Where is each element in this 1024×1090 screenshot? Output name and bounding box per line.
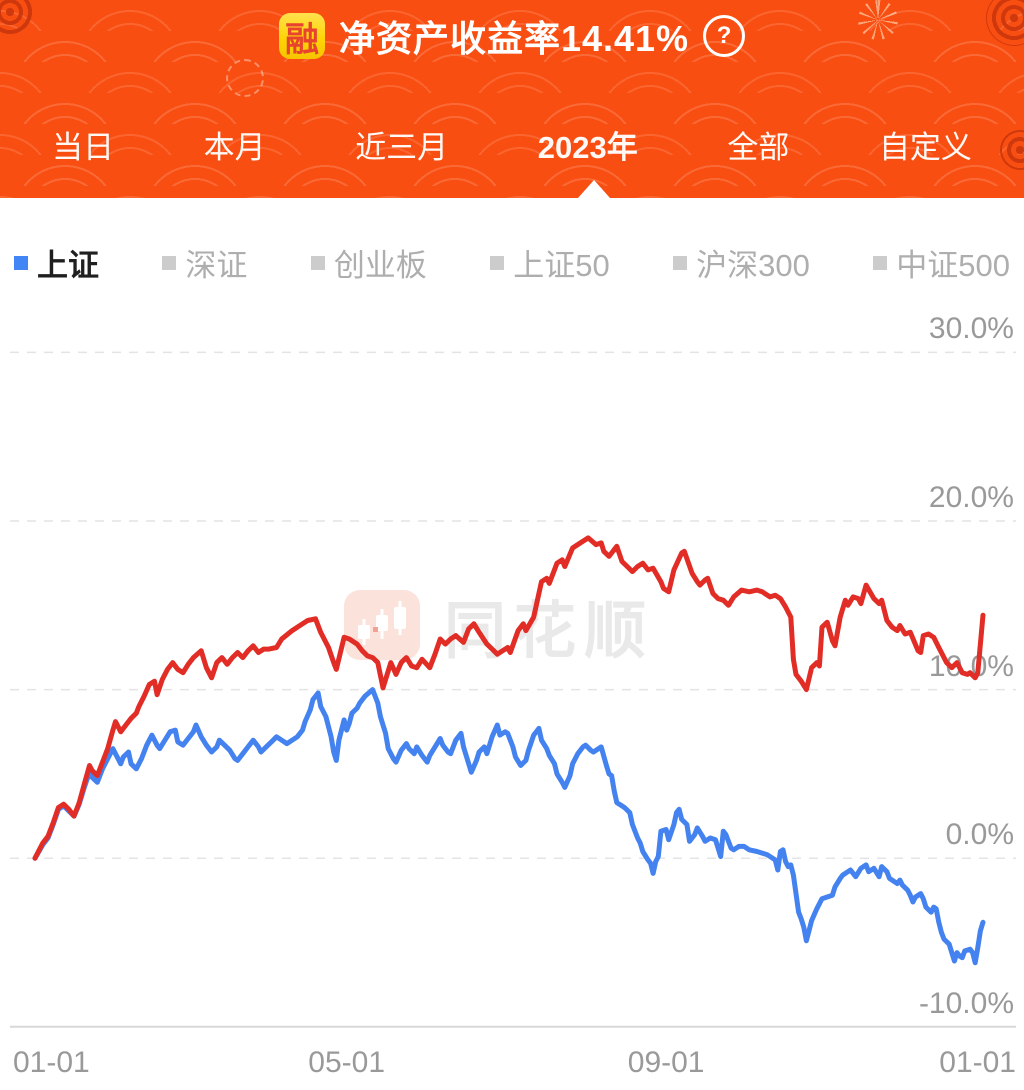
legend-item-2[interactable]: 创业板 [310, 240, 427, 285]
legend-item-1[interactable]: 深证 [162, 240, 247, 285]
legend-marker-icon [14, 255, 28, 270]
watermark: 同花顺 [344, 580, 654, 670]
selected-tab-pointer [578, 180, 610, 198]
legend-label: 深证 [185, 248, 248, 283]
page-title: 净资产收益率14.41% [338, 18, 690, 59]
legend-label: 创业板 [333, 248, 427, 283]
help-question-icon[interactable]: ? [703, 15, 746, 57]
legend-marker-icon [310, 255, 325, 270]
y-tick-label: 30.0% [928, 312, 1014, 346]
y-tick-label: 20.0% [928, 481, 1014, 514]
seigaiha-wave-pattern [0, 0, 1024, 198]
legend-label: 中证500 [896, 248, 1010, 283]
legend-marker-icon [490, 255, 505, 270]
header: 融 净资产收益率14.41% ? 当日 本月 近三月 2023年 全部 自定义 [0, 0, 1024, 198]
legend-label: 上证50 [513, 248, 610, 283]
y-tick-label: -10.0% [918, 986, 1014, 1020]
legend-item-5[interactable]: 中证500 [873, 240, 1010, 285]
tab-period-3[interactable]: 2023年 [538, 122, 638, 167]
tab-period-0[interactable]: 当日 [52, 122, 114, 167]
legend-item-3[interactable]: 上证50 [490, 240, 610, 285]
ths-candlestick-logo-icon [344, 590, 420, 660]
tab-period-5[interactable]: 自定义 [879, 122, 972, 167]
legend-label: 上证 [37, 248, 99, 283]
period-tab-bar: 当日 本月 近三月 2023年 全部 自定义 [0, 122, 1024, 167]
legend-marker-icon [673, 255, 688, 270]
tab-period-1[interactable]: 本月 [204, 122, 266, 167]
series-line-0 [32, 687, 986, 966]
index-legend: 上证 深证 创业板 上证50 沪深300 中证500 [0, 240, 1024, 285]
legend-marker-icon [162, 255, 177, 270]
x-tick-label: 01-01 [13, 1046, 90, 1079]
tab-period-2[interactable]: 近三月 [355, 122, 448, 167]
y-tick-label: 0.0% [945, 818, 1014, 852]
rong-badge: 融 [278, 13, 325, 59]
legend-label: 沪深300 [696, 248, 810, 283]
legend-item-4[interactable]: 沪深300 [673, 240, 810, 285]
x-tick-label: 01-01 [939, 1046, 1016, 1079]
x-tick-label: 09-01 [627, 1046, 705, 1079]
x-tick-label: 05-01 [308, 1046, 386, 1079]
series-line-1 [32, 535, 986, 861]
tab-period-4[interactable]: 全部 [727, 122, 789, 167]
legend-marker-icon [873, 255, 888, 270]
header-title-row: 融 净资产收益率14.41% ? [0, 10, 1024, 62]
performance-line-chart[interactable] [0, 300, 1024, 1040]
legend-item-0[interactable]: 上证 [14, 240, 99, 285]
